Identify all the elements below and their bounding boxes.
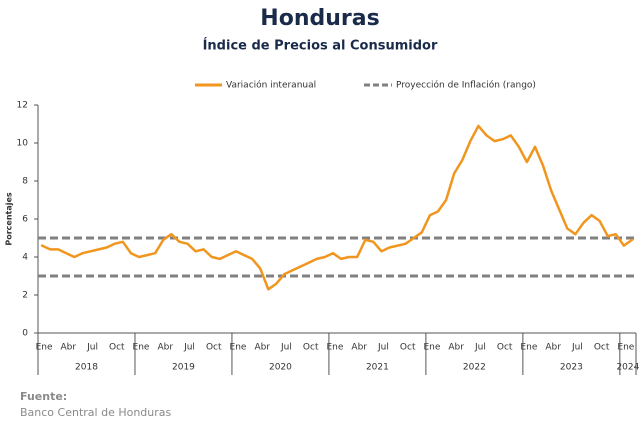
x-tick-label: Abr <box>254 343 270 353</box>
y-axis-label: Porcentajes <box>5 192 14 246</box>
x-tick-label: Ene <box>36 343 53 353</box>
x-tick-label: Abr <box>157 343 173 353</box>
x-tick-label: Abr <box>545 343 561 353</box>
y-tick-label: 4 <box>22 253 28 263</box>
y-tick-label: 2 <box>22 291 28 301</box>
y-tick-label: 0 <box>22 329 28 339</box>
year-label: 2020 <box>269 363 292 373</box>
x-tick-label: Jul <box>183 343 195 353</box>
year-label: 2022 <box>463 363 486 373</box>
x-tick-label: Oct <box>303 343 319 353</box>
source-label: Fuente: <box>20 390 67 403</box>
chart-subtitle: Índice de Precios al Consumidor <box>203 38 438 54</box>
y-tick-label: 10 <box>17 139 29 149</box>
legend-label: Variación interanual <box>226 80 316 91</box>
x-tick-label: Jul <box>86 343 98 353</box>
year-label: 2021 <box>366 363 389 373</box>
x-tick-label: Ene <box>326 343 343 353</box>
x-tick-label: Jul <box>280 343 292 353</box>
x-tick-label: Oct <box>109 343 125 353</box>
x-tick-label: Abr <box>351 343 367 353</box>
year-label: 2019 <box>172 363 195 373</box>
line-series <box>40 124 634 291</box>
x-tick-label: Jul <box>377 343 389 353</box>
year-label: 2023 <box>560 363 583 373</box>
y-tick-label: 6 <box>22 215 28 225</box>
x-tick-label: Ene <box>520 343 537 353</box>
x-tick-label: Abr <box>60 343 76 353</box>
x-tick-label: Ene <box>230 343 247 353</box>
x-tick-label: Oct <box>497 343 513 353</box>
legend-label: Proyección de Inflación (rango) <box>396 80 536 91</box>
x-tick-label: Oct <box>594 343 610 353</box>
x-tick-label: Ene <box>423 343 440 353</box>
year-label: 2018 <box>75 363 98 373</box>
x-tick-label: Abr <box>448 343 464 353</box>
year-label: 2024 <box>616 363 639 373</box>
chart-title: Honduras <box>260 6 379 31</box>
y-tick-label: 8 <box>22 177 28 187</box>
x-tick-label: Oct <box>206 343 222 353</box>
x-tick-label: Ene <box>617 343 634 353</box>
x-tick-label: Jul <box>474 343 486 353</box>
y-tick-label: 12 <box>17 101 28 111</box>
x-tick-label: Oct <box>400 343 416 353</box>
source: Banco Central de Honduras <box>20 406 172 419</box>
x-tick-label: Ene <box>133 343 150 353</box>
x-tick-label: Jul <box>571 343 583 353</box>
